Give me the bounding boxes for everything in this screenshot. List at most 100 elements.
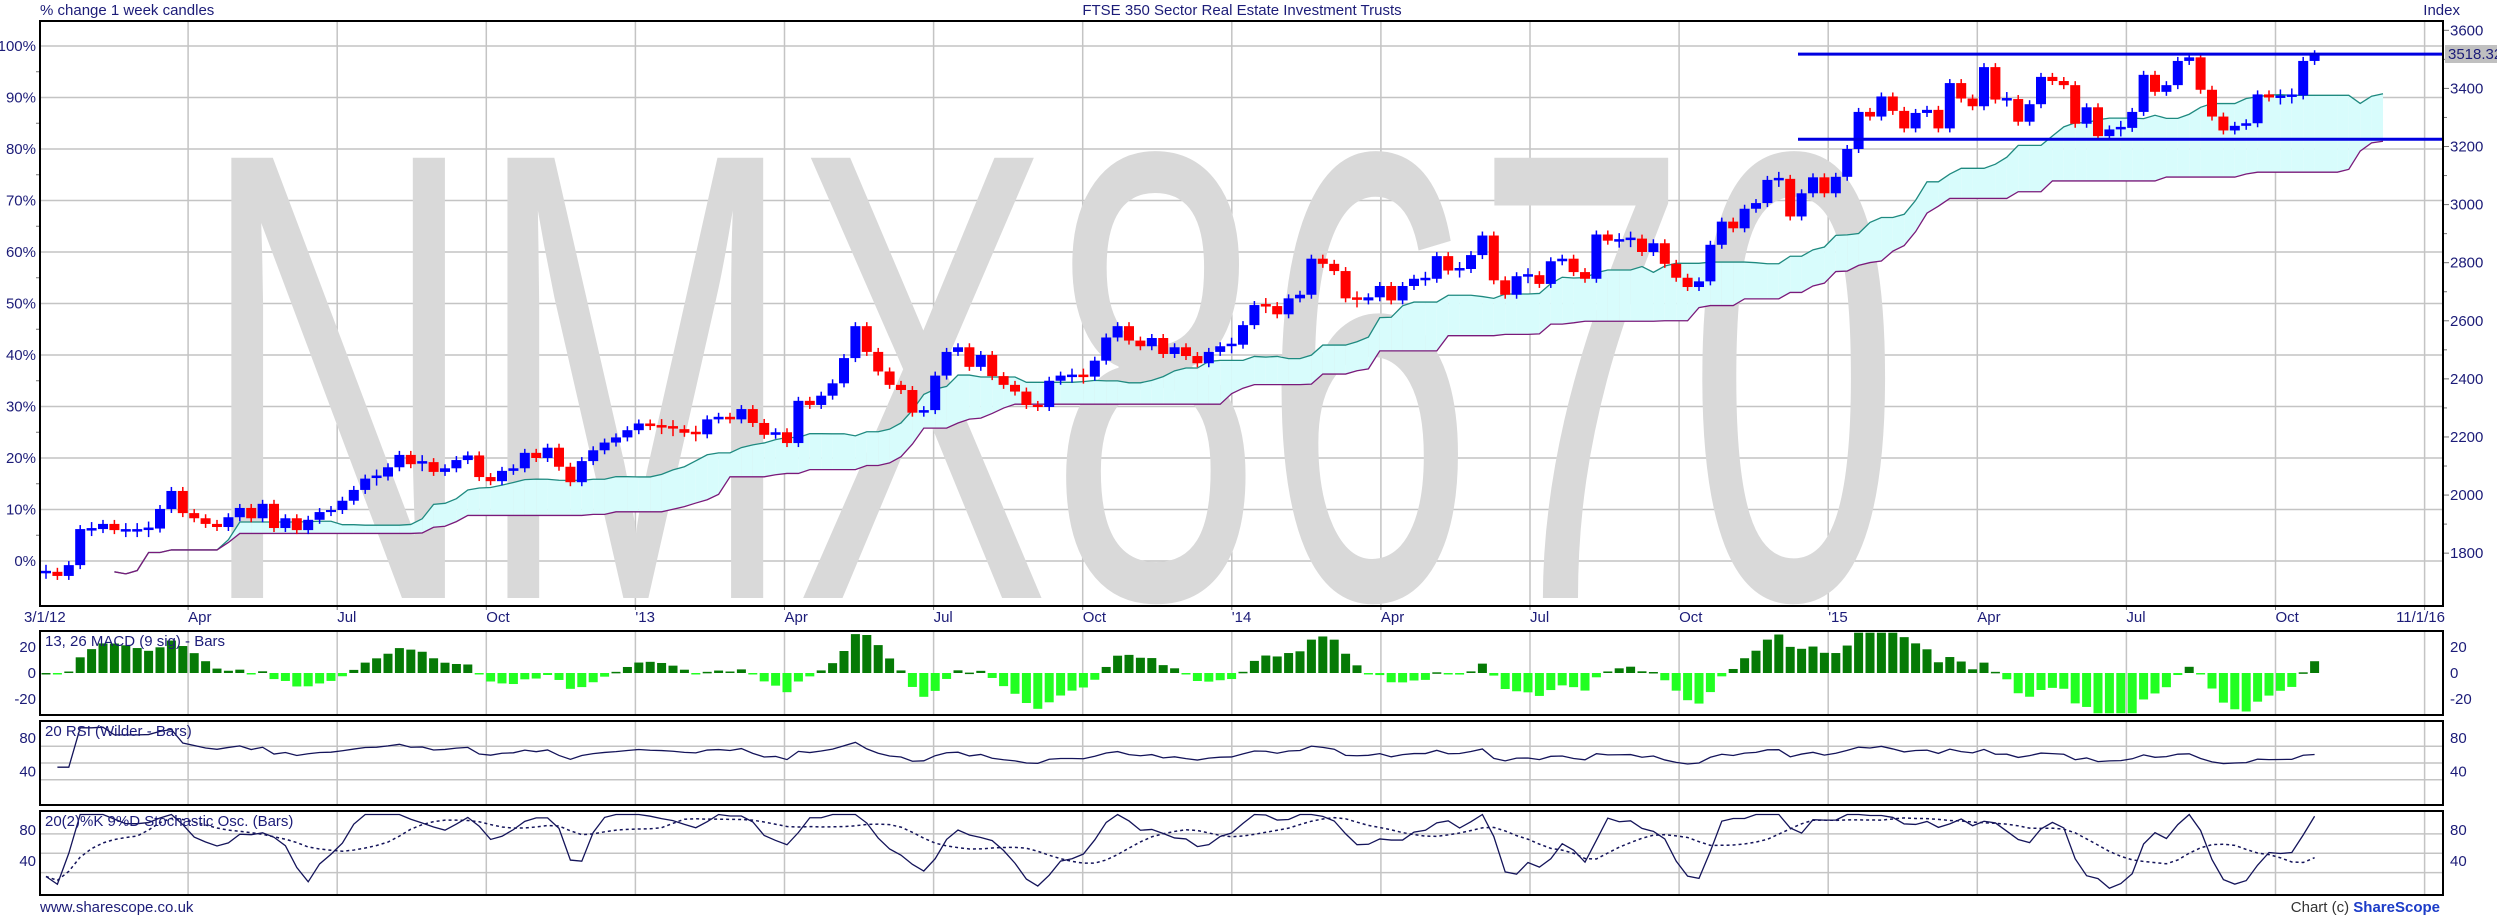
down-candle bbox=[2070, 85, 2081, 124]
macd-panel[interactable] bbox=[39, 630, 2444, 716]
doji-candle bbox=[2275, 95, 2286, 98]
down-candle bbox=[554, 447, 564, 467]
website-link[interactable]: www.sharescope.co.uk bbox=[39, 899, 194, 916]
up-candle bbox=[576, 461, 587, 483]
macd-bar bbox=[1341, 653, 1351, 673]
cloud-segment bbox=[1072, 381, 1084, 405]
macd-bar bbox=[1398, 673, 1408, 683]
up-candle bbox=[1694, 281, 1704, 288]
cloud-segment bbox=[718, 452, 730, 495]
cloud-segment bbox=[1870, 217, 1882, 263]
cloud-segment bbox=[844, 433, 856, 470]
cloud-segment bbox=[730, 447, 742, 477]
macd-bar bbox=[144, 650, 154, 673]
x-axis-label: Apr bbox=[1381, 609, 1404, 626]
cloud-segment bbox=[422, 504, 434, 533]
down-candle bbox=[1899, 110, 1910, 129]
cloud-segment bbox=[1060, 382, 1072, 405]
cloud-segment bbox=[1117, 380, 1129, 405]
up-candle bbox=[2241, 123, 2252, 126]
down-candle bbox=[1990, 67, 2001, 100]
cloud-segment bbox=[1984, 164, 1996, 199]
macd-bar bbox=[1819, 652, 1829, 673]
down-candle bbox=[1967, 98, 1978, 107]
macd-bar bbox=[1249, 660, 1259, 673]
up-candle bbox=[1466, 255, 1476, 269]
macd-bar bbox=[714, 670, 724, 673]
stochastic-k-line bbox=[45, 813, 2316, 889]
down-candle bbox=[269, 503, 279, 529]
macd-bar bbox=[2264, 673, 2274, 696]
macd-bar bbox=[1466, 671, 1476, 673]
up-candle bbox=[793, 400, 804, 444]
indicator-axis-label-left: 0 bbox=[28, 665, 36, 682]
down-candle bbox=[964, 347, 975, 367]
indicator-axis-label-left: 40 bbox=[19, 853, 36, 870]
cloud-segment bbox=[1858, 222, 1870, 266]
cloud-segment bbox=[969, 375, 981, 420]
cloud-segment bbox=[1231, 360, 1243, 394]
cloud-segment bbox=[2371, 93, 2383, 143]
cloud-segment bbox=[1767, 263, 1779, 299]
macd-bar bbox=[1751, 650, 1761, 673]
stochastic-panel[interactable] bbox=[39, 810, 2444, 896]
cloud-segment bbox=[1243, 356, 1255, 389]
macd-bar bbox=[98, 643, 108, 673]
rsi-panel[interactable] bbox=[39, 720, 2444, 806]
indicator-axis-label-right: 0 bbox=[2450, 665, 2458, 682]
cloud-segment bbox=[2269, 94, 2281, 173]
macd-bar bbox=[2161, 673, 2171, 688]
macd-bar bbox=[1637, 671, 1647, 673]
up-candle bbox=[1169, 347, 1180, 354]
macd-bar bbox=[1626, 666, 1636, 673]
macd-bar bbox=[1215, 673, 1225, 681]
down-candle bbox=[1682, 277, 1693, 288]
down-candle bbox=[747, 409, 758, 423]
macd-bar bbox=[1147, 658, 1157, 673]
up-candle bbox=[2172, 60, 2183, 86]
macd-bar bbox=[1227, 673, 1237, 680]
macd-bar bbox=[75, 657, 85, 673]
cloud-segment bbox=[2303, 95, 2315, 173]
copyright: Chart (c) ShareScope bbox=[2291, 899, 2440, 915]
macd-bar bbox=[349, 669, 359, 673]
macd-bar bbox=[1477, 663, 1487, 673]
up-candle bbox=[1739, 208, 1750, 229]
cloud-segment bbox=[1949, 168, 1962, 199]
cloud-segment bbox=[559, 480, 571, 516]
right-axis-label: 3200 bbox=[2450, 139, 2483, 156]
doji-candle bbox=[41, 570, 51, 574]
macd-bar bbox=[1238, 671, 1248, 674]
up-candle bbox=[1751, 203, 1761, 209]
x-axis-label: '15 bbox=[1828, 609, 1848, 626]
cloud-segment bbox=[1414, 302, 1426, 351]
up-candle bbox=[599, 442, 610, 451]
down-candle bbox=[189, 513, 200, 519]
macd-bar bbox=[1922, 649, 1932, 673]
up-candle bbox=[1203, 351, 1214, 364]
cloud-segment bbox=[821, 433, 833, 470]
cloud-segment bbox=[1288, 358, 1300, 385]
down-candle bbox=[565, 466, 576, 483]
cloud-segment bbox=[399, 524, 411, 534]
left-axis-label: 70% bbox=[6, 193, 36, 210]
right-axis-label: 1800 bbox=[2450, 545, 2483, 562]
macd-bar bbox=[2093, 673, 2103, 714]
trend-lines[interactable] bbox=[1798, 52, 2443, 141]
cloud-segment bbox=[1927, 181, 1939, 214]
cloud-segment bbox=[992, 377, 1004, 414]
macd-bar bbox=[588, 673, 598, 683]
cloud-segment bbox=[1847, 233, 1859, 272]
macd-bar bbox=[1591, 673, 1601, 678]
macd-bar bbox=[953, 670, 963, 673]
macd-bar bbox=[1683, 673, 1693, 701]
left-axis-label: 10% bbox=[6, 502, 36, 519]
macd-bar bbox=[497, 673, 507, 684]
doji-candle bbox=[417, 461, 428, 464]
main-panel[interactable] bbox=[39, 20, 2444, 607]
up-candle bbox=[1215, 346, 1226, 352]
cloud-segment bbox=[1106, 380, 1118, 405]
macd-bar bbox=[2184, 666, 2194, 673]
cloud-segment bbox=[1379, 317, 1392, 351]
up-candle bbox=[1705, 244, 1716, 282]
